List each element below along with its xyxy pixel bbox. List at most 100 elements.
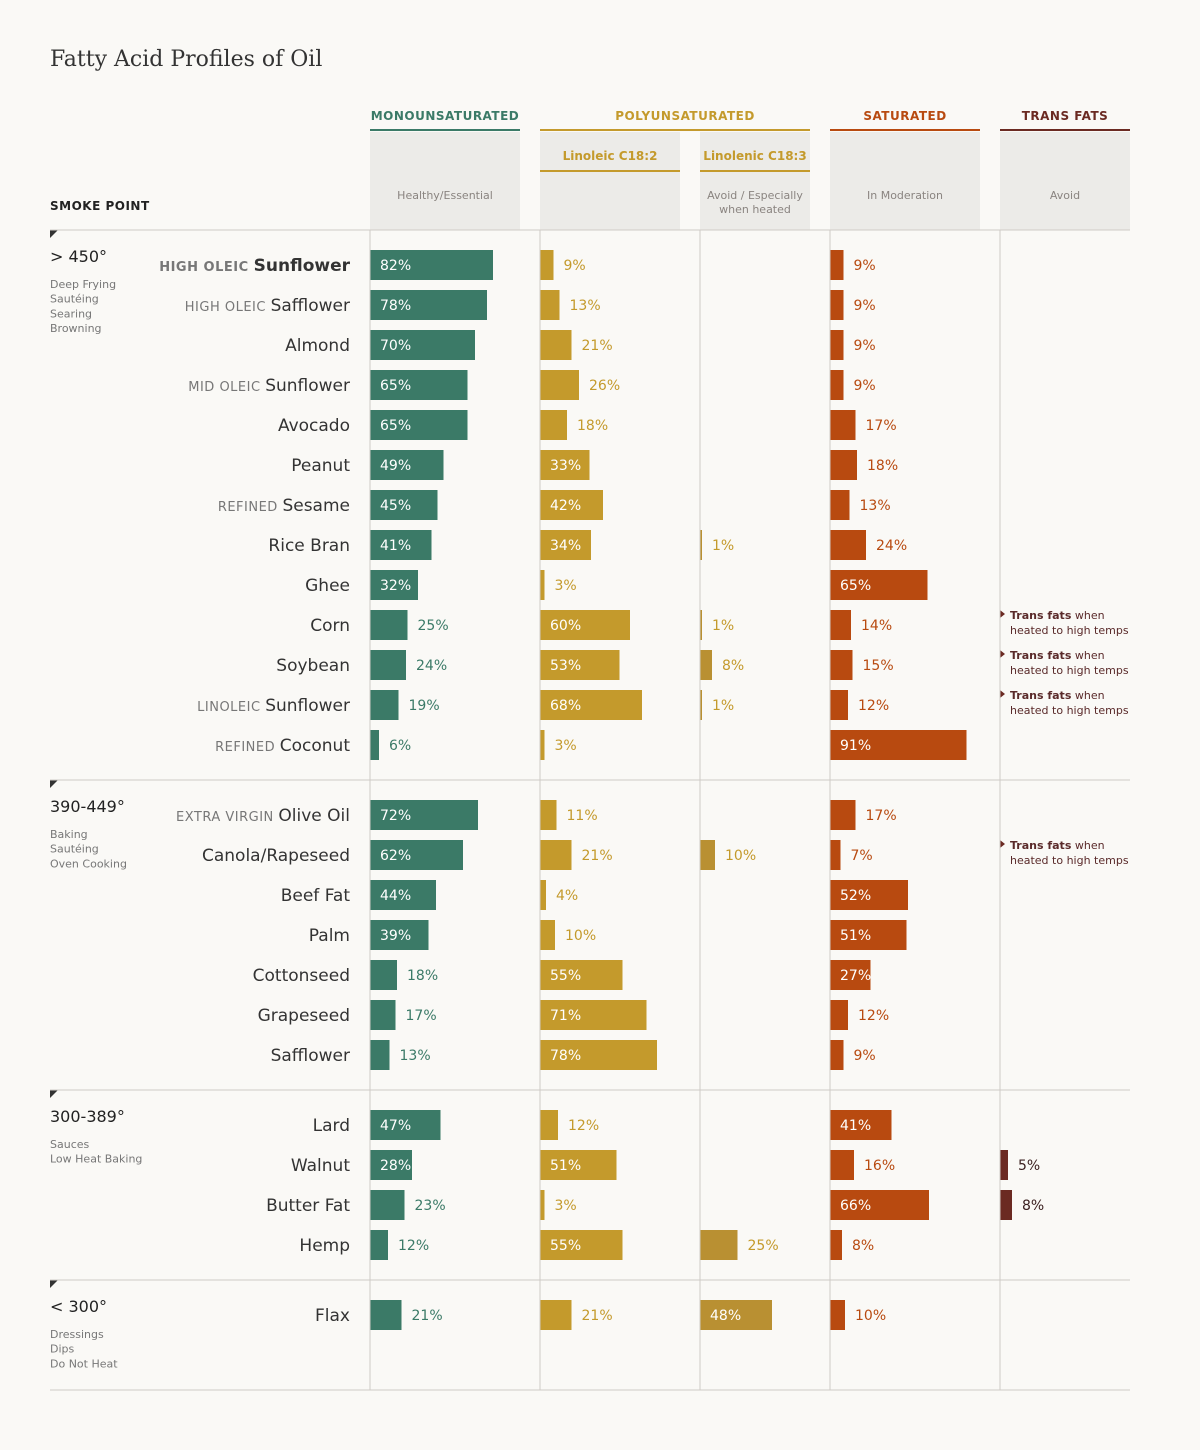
trans-note-bold: Trans fats [1010,839,1072,852]
value-label-mono: 12% [398,1238,429,1254]
bar-linoleic [540,1110,558,1140]
group-use: Dips [50,1343,75,1356]
value-label-sat: 65% [840,578,871,594]
trans-note-line2: heated to high temps [1010,664,1129,677]
header-background [370,132,1130,230]
value-label-linoleic: 3% [555,1198,577,1214]
value-label-linolenic: 48% [710,1308,741,1324]
bar-linoleic [540,450,590,480]
oil-label: Peanut [291,456,350,476]
bar-linolenic [700,1300,772,1330]
value-label-sat: 66% [840,1198,871,1214]
bar-linoleic [540,610,630,640]
bar-sat [830,1000,848,1030]
oil-label: Ghee [305,576,350,596]
bar-linoleic [540,1190,545,1220]
bar-mono [370,1300,402,1330]
bar-trans [1000,1190,1012,1220]
bar-sat [830,1190,929,1220]
bar-mono [370,530,432,560]
column-header-trans: TRANS FATS [1022,109,1109,123]
value-label-sat: 12% [858,698,889,714]
smoke-point-header: SMOKE POINT [50,199,150,213]
value-label-mono: 24% [416,658,447,674]
value-label-linoleic: 71% [550,1008,581,1024]
trans-note-line1: Trans fats when [1010,649,1105,662]
bar-mono [370,880,436,910]
header-box-sat [830,132,980,230]
oil-label: Sunflower [254,256,351,276]
value-label-linoleic: 21% [582,848,613,864]
value-label-linoleic: 33% [550,458,581,474]
oil-label: Beef Fat [281,886,351,906]
bar-mono [370,800,478,830]
group-use: Low Heat Baking [50,1153,142,1166]
group-use: Do Not Heat [50,1357,118,1370]
subcolumn-note-linolenic-line2: when heated [719,203,791,216]
column-note-trans: Avoid [1050,189,1080,202]
value-label-sat: 10% [855,1308,886,1324]
value-label-mono: 41% [380,538,411,554]
bar-linolenic [700,650,712,680]
bar-linoleic [540,1230,623,1260]
bar-linoleic [540,880,546,910]
oil-name: LINOLEIC Sunflower [197,696,350,716]
oil-label: Avocado [278,416,350,436]
bar-mono [370,730,379,760]
group-heading: < 300° [50,1297,107,1316]
group-marker [50,230,58,238]
value-label-sat: 17% [866,418,897,434]
value-label-linoleic: 3% [555,578,577,594]
group-use: Dressings [50,1328,104,1341]
trans-note-line1: Trans fats when [1010,609,1105,622]
bar-sat [830,1150,854,1180]
bar-sat [830,880,908,910]
oil-qualifier: MID OLEIC [188,380,265,395]
bar-linolenic [700,1230,738,1260]
oil-name: Ghee [305,576,350,596]
bar-mono [370,450,444,480]
value-label-sat: 18% [867,458,898,474]
value-label-linolenic: 1% [712,538,734,554]
bar-sat [830,250,844,280]
group-use: Sauces [50,1138,90,1151]
bar-sat [830,570,928,600]
bar-mono [370,570,418,600]
chart-title: Fatty Acid Profiles of Oil [50,47,322,72]
value-label-mono: 19% [409,698,440,714]
bar-sat [830,530,866,560]
bar-mono [370,610,408,640]
header-box-linoleic-lower [540,172,680,230]
value-label-sat: 41% [840,1118,871,1134]
oil-label: Palm [309,926,350,946]
value-label-sat: 9% [854,258,876,274]
oil-name: REFINED Sesame [218,496,350,516]
oil-name: Lard [313,1116,350,1136]
bar-linolenic [700,610,702,640]
bar-sat [830,450,857,480]
oil-label: Almond [285,336,350,356]
oil-label: Safflower [271,296,350,316]
oil-name: Safflower [271,1046,350,1066]
value-label-sat: 9% [854,1048,876,1064]
bar-sat [830,1300,845,1330]
value-label-sat: 12% [858,1008,889,1024]
oil-label: Flax [315,1306,350,1326]
oil-name: Peanut [291,456,350,476]
value-label-mono: 28% [380,1158,411,1174]
bar-sat [830,730,967,760]
value-label-linoleic: 42% [550,498,581,514]
value-label-linoleic: 21% [582,338,613,354]
bar-linoleic [540,1040,657,1070]
value-label-mono: 70% [380,338,411,354]
group-use: Searing [50,307,92,320]
bar-linoleic [540,1150,617,1180]
oil-name: Grapeseed [258,1006,350,1026]
bar-linolenic [700,840,715,870]
value-label-linoleic: 13% [570,298,601,314]
value-label-mono: 25% [418,618,449,634]
oil-label: Safflower [271,1046,350,1066]
oil-qualifier: HIGH OLEIC [185,300,271,315]
bar-sat [830,290,844,320]
